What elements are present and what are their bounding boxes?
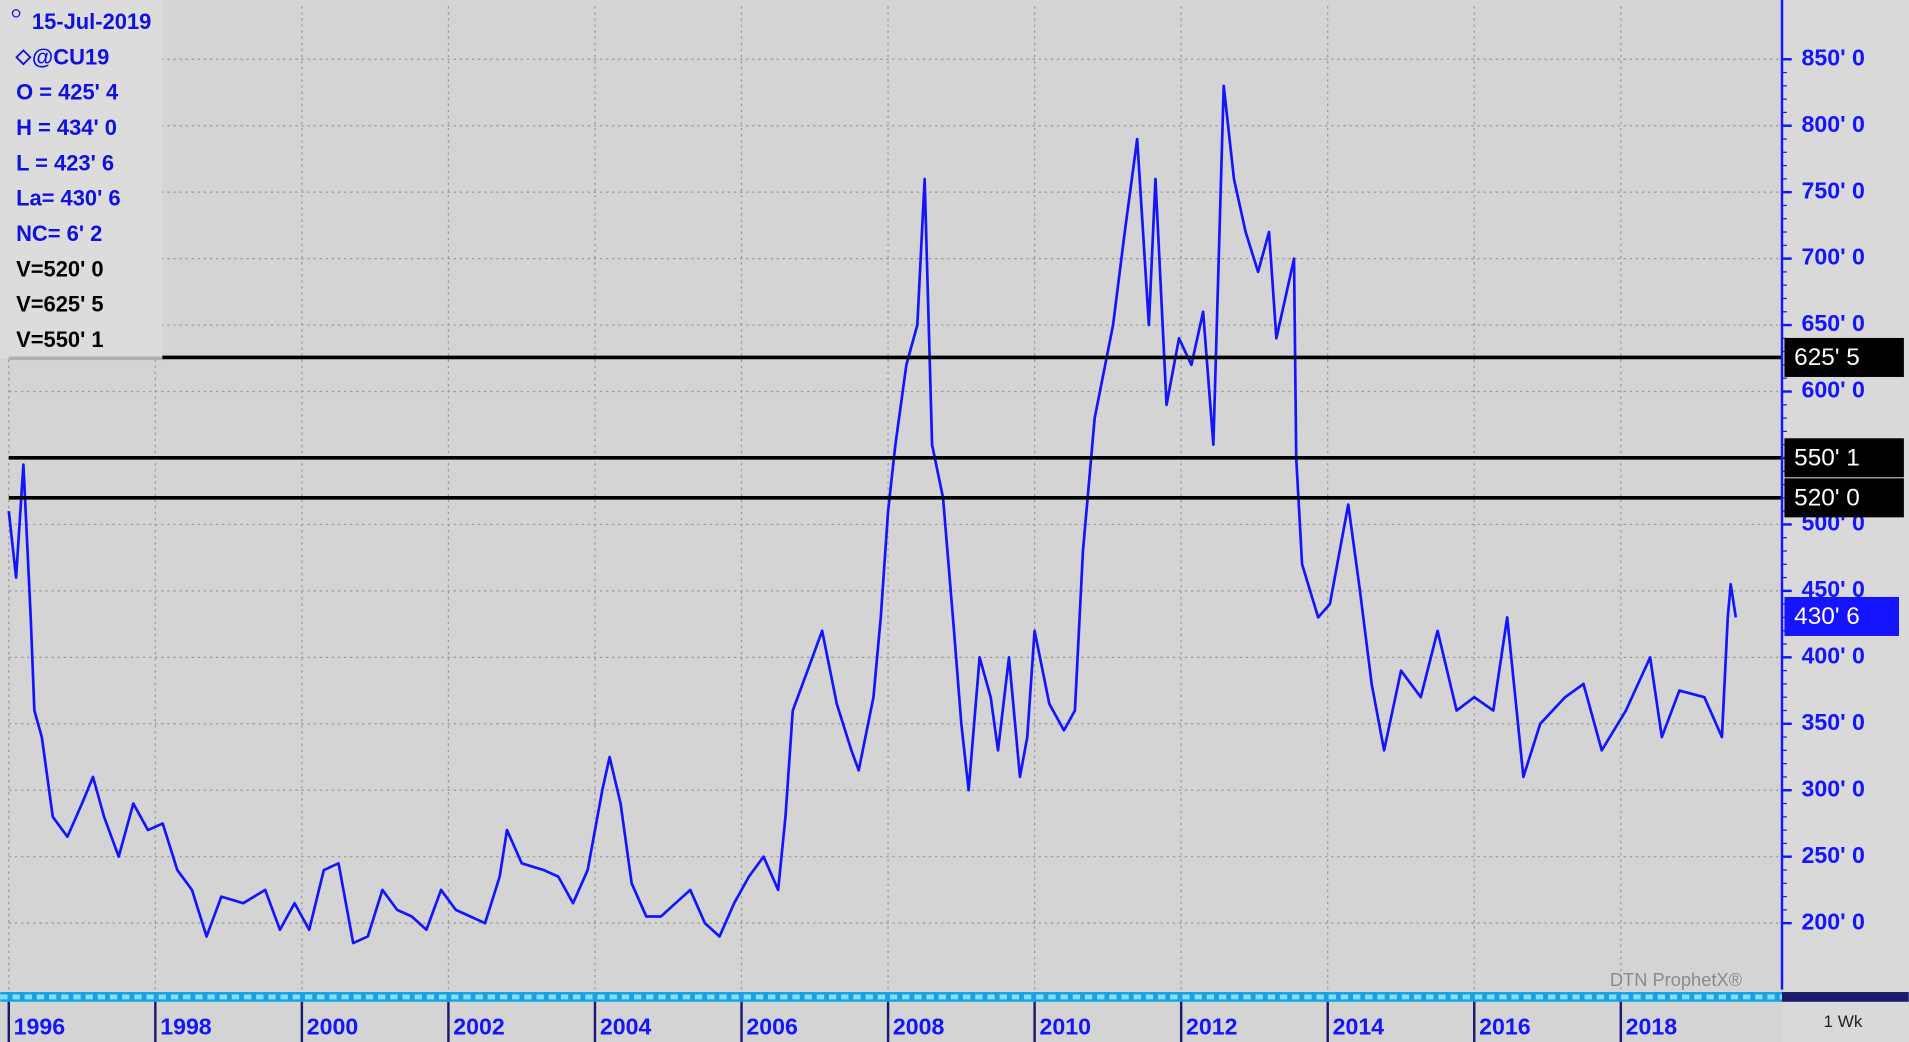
info-line: L = 423' 6 (16, 150, 114, 175)
x-tick-label: 2006 (746, 1014, 798, 1040)
last-price-box (1784, 596, 1900, 636)
y-tick-label: 700' 0 (1802, 244, 1865, 270)
x-tick-label: 2014 (1333, 1014, 1385, 1040)
info-line: H = 434' 0 (16, 115, 117, 140)
x-tick-label: 2002 (453, 1014, 504, 1040)
x-tick-label: 2018 (1626, 1014, 1678, 1040)
y-tick-label: 300' 0 (1802, 775, 1865, 801)
info-line: V=520' 0 (16, 256, 104, 281)
corner-strip (1782, 992, 1909, 1002)
x-tick-label: 2010 (1039, 1014, 1090, 1040)
info-line: 15-Jul-2019 (32, 9, 151, 34)
info-line: V=550' 1 (16, 327, 104, 352)
level-box (1784, 478, 1904, 518)
zoom-icon (11, 9, 21, 18)
info-line: NC= 6' 2 (16, 221, 102, 246)
x-tick-label: 1996 (14, 1014, 66, 1040)
y-tick-label: 650' 0 (1802, 310, 1865, 336)
level-label: 550' 1 (1794, 444, 1860, 471)
watermark: DTN ProphetX® (1610, 969, 1743, 990)
y-tick-label: 250' 0 (1802, 842, 1865, 868)
y-tick-label: 200' 0 (1802, 908, 1865, 934)
x-tick-label: 2004 (600, 1014, 652, 1040)
interval-label: 1 Wk (1824, 1012, 1863, 1031)
y-tick-label: 850' 0 (1802, 44, 1865, 70)
info-line: La= 430' 6 (16, 186, 121, 211)
x-tick-label: 2008 (893, 1014, 945, 1040)
level-label: 625' 5 (1794, 344, 1860, 371)
y-tick-label: 800' 0 (1802, 111, 1865, 137)
symbol-icon (15, 49, 32, 66)
y-tick-label: 750' 0 (1802, 177, 1865, 203)
plot (7, 84, 1783, 945)
last-price-label: 430' 6 (1794, 603, 1860, 630)
y-tick-label: 350' 0 (1802, 709, 1865, 735)
level-box (1784, 438, 1904, 478)
info: 15-Jul-2019 @CU19 O = 425' 4 H = 434' 0 L = … (16, 9, 151, 352)
info-line: V=625' 5 (16, 292, 104, 317)
info-line: O = 425' 4 (16, 80, 119, 105)
x-tick-label: 2016 (1479, 1014, 1531, 1040)
info-line: @CU19 (32, 44, 109, 69)
level-box (1784, 337, 1904, 377)
y-tick-label: 400' 0 (1802, 642, 1865, 668)
price-line (7, 84, 1738, 945)
x-tick-label: 2000 (307, 1014, 358, 1040)
x-tick-label: 2012 (1186, 1014, 1237, 1040)
y-tick-label: 600' 0 (1802, 377, 1865, 403)
x-tick-label: 1998 (160, 1014, 212, 1040)
level-label: 520' 0 (1794, 485, 1860, 512)
axis-panel (1782, 0, 1909, 1042)
